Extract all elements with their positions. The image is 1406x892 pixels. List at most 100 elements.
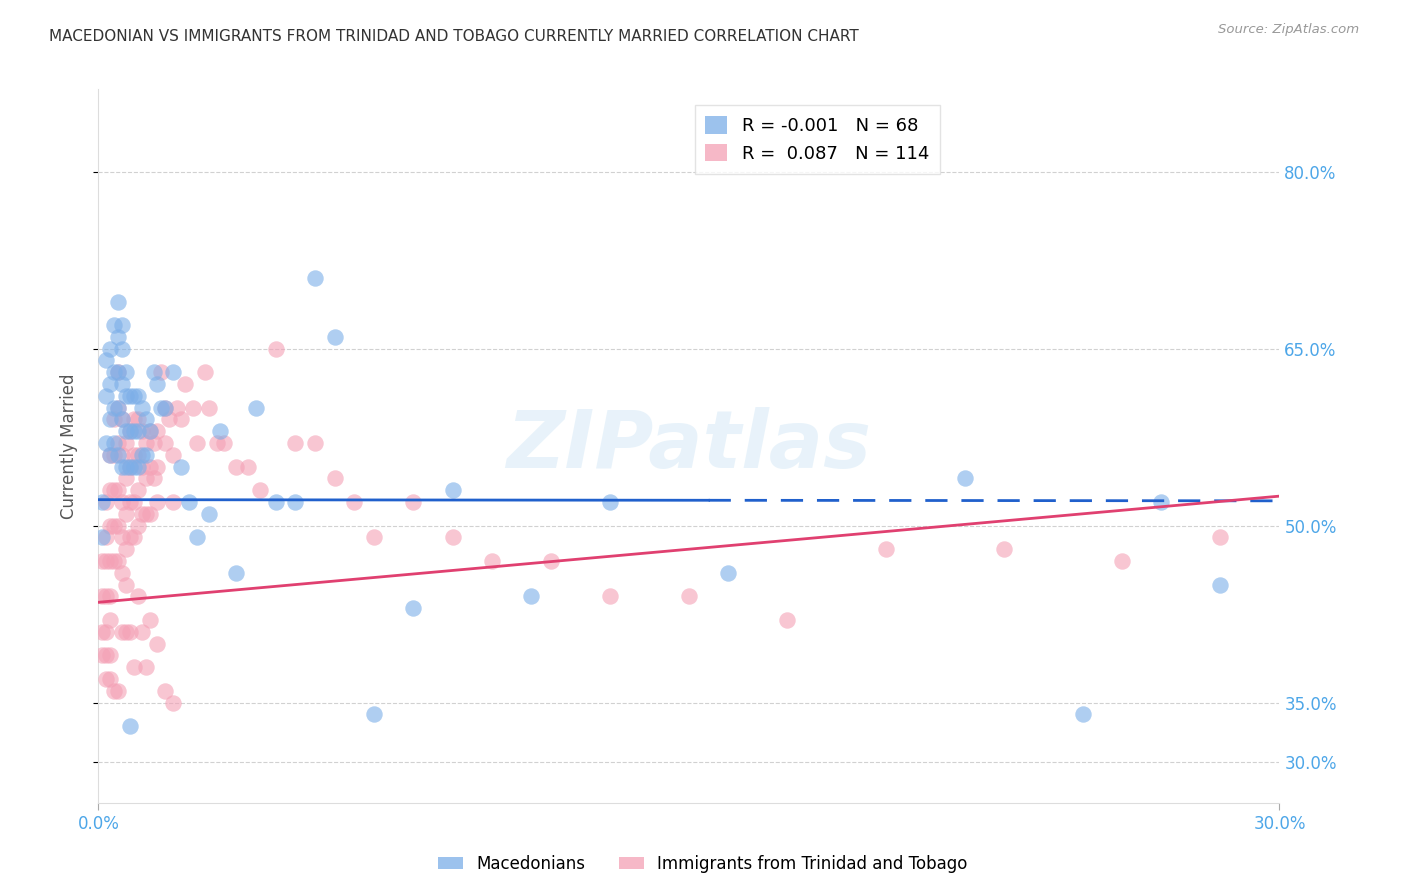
Point <box>122 448 145 462</box>
Point <box>111 412 134 426</box>
Point <box>304 436 326 450</box>
Point <box>96 530 118 544</box>
Point <box>138 507 160 521</box>
Point <box>111 530 134 544</box>
Point <box>135 448 157 462</box>
Point <box>1150 495 1173 509</box>
Point <box>402 601 425 615</box>
Point <box>127 389 149 403</box>
Point <box>214 436 236 450</box>
Point <box>209 424 232 438</box>
Point <box>127 424 149 438</box>
Point <box>98 590 121 604</box>
Point <box>122 660 145 674</box>
Point <box>186 530 208 544</box>
Point <box>174 377 197 392</box>
Point <box>115 471 138 485</box>
Point <box>107 401 129 415</box>
Point <box>304 271 326 285</box>
Point <box>441 483 464 498</box>
Point <box>162 495 184 509</box>
Point <box>115 507 138 521</box>
Point <box>115 365 138 379</box>
Point <box>194 365 217 379</box>
Point <box>142 365 165 379</box>
Point <box>91 495 114 509</box>
Point <box>343 495 366 509</box>
Point <box>155 436 177 450</box>
Point <box>103 554 125 568</box>
Point <box>135 436 157 450</box>
Point <box>98 483 121 498</box>
Point <box>170 459 193 474</box>
Point <box>115 542 138 557</box>
Point <box>155 683 177 698</box>
Point <box>98 377 121 392</box>
Point <box>115 459 138 474</box>
Point <box>245 401 267 415</box>
Point <box>91 590 114 604</box>
Point <box>111 459 134 474</box>
Point <box>1071 707 1094 722</box>
Point <box>98 448 121 462</box>
Point <box>155 401 177 415</box>
Point <box>157 412 180 426</box>
Point <box>1111 554 1133 568</box>
Point <box>264 342 287 356</box>
Point <box>138 613 160 627</box>
Point <box>96 495 118 509</box>
Point <box>111 624 134 639</box>
Point <box>127 459 149 474</box>
Point <box>264 495 287 509</box>
Point <box>91 624 114 639</box>
Point <box>197 507 219 521</box>
Point <box>127 412 149 426</box>
Point <box>146 459 169 474</box>
Point <box>323 471 346 485</box>
Point <box>953 471 976 485</box>
Point <box>520 590 543 604</box>
Point <box>107 365 129 379</box>
Point <box>118 424 141 438</box>
Point <box>599 495 621 509</box>
Point <box>115 624 138 639</box>
Point <box>146 377 169 392</box>
Point <box>107 683 129 698</box>
Point <box>96 554 118 568</box>
Point <box>131 448 153 462</box>
Point <box>118 719 141 733</box>
Point <box>138 459 160 474</box>
Point <box>127 483 149 498</box>
Point <box>91 648 114 663</box>
Point <box>323 330 346 344</box>
Point <box>363 707 385 722</box>
Point <box>717 566 740 580</box>
Point <box>103 483 125 498</box>
Point <box>115 389 138 403</box>
Point <box>111 342 134 356</box>
Point <box>122 412 145 426</box>
Point <box>118 459 141 474</box>
Point <box>98 672 121 686</box>
Point <box>402 495 425 509</box>
Point <box>162 696 184 710</box>
Point <box>91 530 114 544</box>
Point <box>115 424 138 438</box>
Point <box>96 590 118 604</box>
Point <box>776 613 799 627</box>
Point <box>103 436 125 450</box>
Point <box>142 436 165 450</box>
Point <box>127 518 149 533</box>
Point <box>111 412 134 426</box>
Point <box>284 495 307 509</box>
Point <box>96 389 118 403</box>
Point <box>875 542 897 557</box>
Point <box>118 459 141 474</box>
Point <box>96 624 118 639</box>
Point <box>135 412 157 426</box>
Point <box>98 613 121 627</box>
Point <box>138 424 160 438</box>
Point <box>131 401 153 415</box>
Point <box>205 436 228 450</box>
Point <box>131 459 153 474</box>
